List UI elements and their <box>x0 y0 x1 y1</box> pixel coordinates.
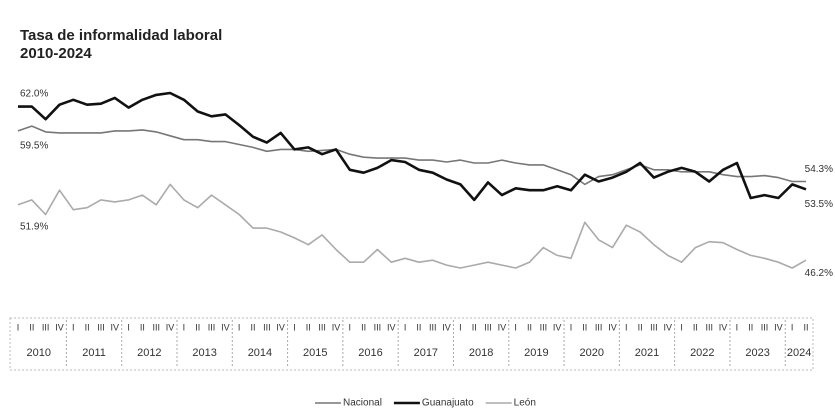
x-tick-label: III <box>705 322 713 332</box>
x-tick-label: I <box>459 322 462 332</box>
x-tick-label: II <box>195 322 200 332</box>
x-tick-label: III <box>318 322 326 332</box>
x-tick-label: IV <box>774 322 783 332</box>
x-tick-label: III <box>42 322 50 332</box>
x-tick-label: I <box>349 322 352 332</box>
value-label: 53.5% <box>805 199 833 210</box>
x-tick-label: II <box>748 322 753 332</box>
chart-subtitle: 2010-2024 <box>20 45 92 62</box>
value-label: 59.5% <box>20 141 48 152</box>
year-label: 2017 <box>414 347 438 359</box>
year-label: 2018 <box>469 347 493 359</box>
legend-label: Nacional <box>343 398 382 409</box>
legend-label: Guanajuato <box>422 398 474 409</box>
x-tick-label: I <box>736 322 739 332</box>
x-tick-label: I <box>72 322 75 332</box>
x-tick-label: IV <box>553 322 562 332</box>
x-tick-label: II <box>140 322 145 332</box>
year-label: 2015 <box>303 347 327 359</box>
x-tick-label: II <box>251 322 256 332</box>
x-tick-label: II <box>306 322 311 332</box>
x-tick-label: IV <box>442 322 451 332</box>
x-tick-label: I <box>514 322 517 332</box>
x-tick-label: II <box>29 322 34 332</box>
x-tick-label: III <box>595 322 603 332</box>
value-label: 62.0% <box>20 88 48 99</box>
x-tick-label: IV <box>55 322 64 332</box>
x-tick-label: IV <box>608 322 617 332</box>
x-tick-label: IV <box>498 322 507 332</box>
x-tick-label: IV <box>719 322 728 332</box>
x-tick-label: II <box>638 322 643 332</box>
x-tick-label: I <box>238 322 241 332</box>
x-tick-label: I <box>17 322 20 332</box>
year-label: 2011 <box>82 347 106 359</box>
x-tick-label: II <box>472 322 477 332</box>
x-tick-label: III <box>650 322 658 332</box>
x-tick-label: III <box>208 322 216 332</box>
x-tick-label: II <box>693 322 698 332</box>
year-label: 2016 <box>358 347 382 359</box>
x-tick-label: IV <box>111 322 120 332</box>
series-line <box>17 183 807 269</box>
year-label: 2020 <box>579 347 603 359</box>
x-tick-label: I <box>625 322 628 332</box>
x-tick-label: III <box>263 322 271 332</box>
x-tick-label: I <box>293 322 296 332</box>
x-tick-label: III <box>374 322 382 332</box>
legend-label: León <box>514 398 536 409</box>
series-line <box>18 91 807 202</box>
year-label: 2024 <box>787 347 811 359</box>
x-tick-label: II <box>527 322 532 332</box>
x-tick-label: IV <box>387 322 396 332</box>
x-tick-label: IV <box>166 322 175 332</box>
year-label: 2014 <box>248 347 272 359</box>
x-tick-label: IV <box>332 322 341 332</box>
x-tick-label: II <box>803 322 808 332</box>
x-tick-label: IV <box>663 322 672 332</box>
year-label: 2022 <box>690 347 714 359</box>
x-tick-label: II <box>85 322 90 332</box>
x-tick-label: III <box>540 322 548 332</box>
x-tick-label: II <box>582 322 587 332</box>
x-tick-label: I <box>570 322 573 332</box>
x-tick-label: IV <box>221 322 230 332</box>
x-tick-label: I <box>791 322 794 332</box>
value-label: 51.9% <box>20 221 48 232</box>
x-tick-label: I <box>127 322 130 332</box>
value-label: 46.2% <box>805 268 833 279</box>
x-tick-label: III <box>429 322 437 332</box>
series-line <box>17 125 806 186</box>
value-label: 54.3% <box>805 164 833 175</box>
x-tick-label: III <box>97 322 105 332</box>
year-label: 2010 <box>26 347 50 359</box>
chart-title: Tasa de informalidad laboral <box>20 27 222 44</box>
year-label: 2021 <box>635 347 659 359</box>
x-tick-label: I <box>404 322 407 332</box>
year-label: 2012 <box>137 347 161 359</box>
x-tick-label: III <box>761 322 769 332</box>
x-tick-label: II <box>416 322 421 332</box>
year-label: 2023 <box>745 347 769 359</box>
year-label: 2019 <box>524 347 548 359</box>
x-tick-label: IV <box>276 322 285 332</box>
x-tick-label: III <box>484 322 492 332</box>
x-tick-label: I <box>680 322 683 332</box>
x-tick-label: II <box>361 322 366 332</box>
x-axis-box <box>9 317 814 371</box>
year-label: 2013 <box>192 347 216 359</box>
x-tick-label: III <box>152 322 160 332</box>
x-tick-label: I <box>183 322 186 332</box>
